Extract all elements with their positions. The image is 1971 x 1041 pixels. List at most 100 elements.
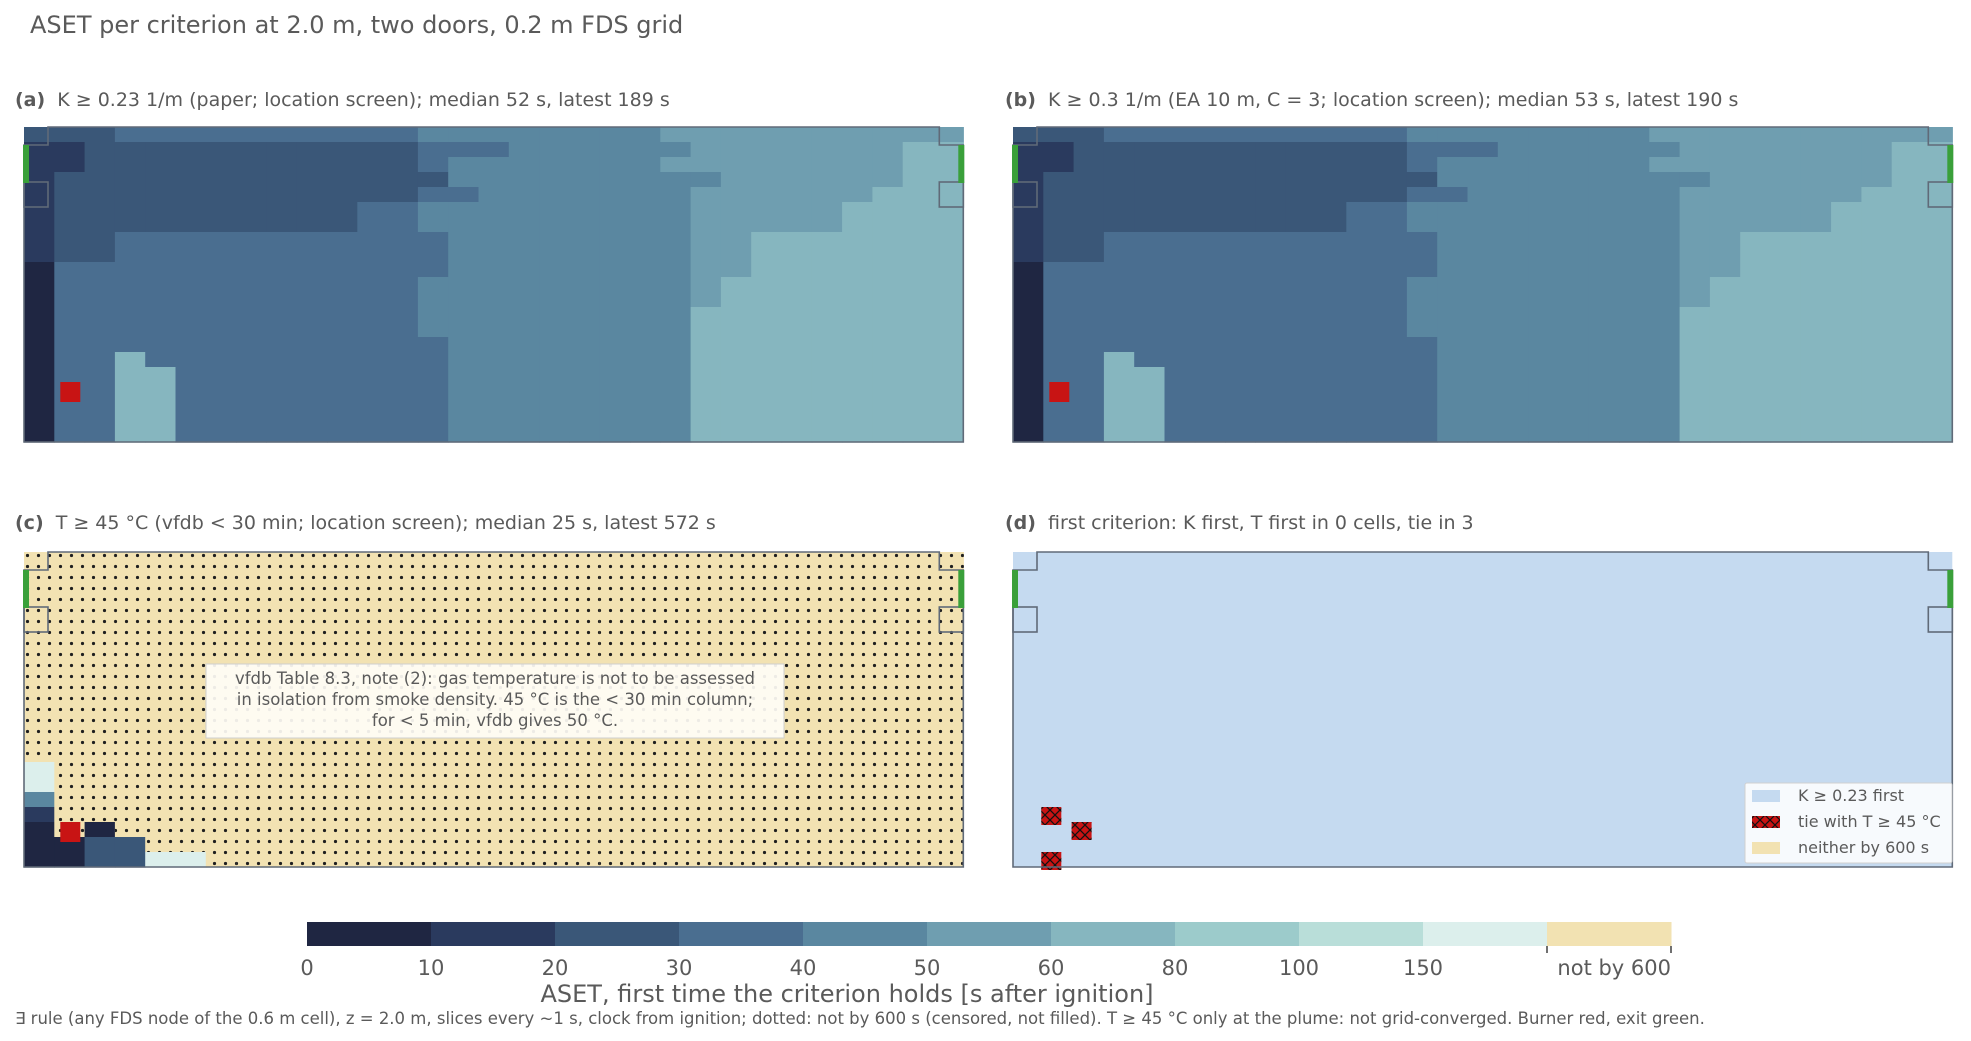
burner-marker (1049, 382, 1070, 402)
heatmap-cell (1891, 382, 1923, 398)
heatmap-cell (1528, 142, 1559, 158)
heatmap-cell (1588, 352, 1620, 368)
censored-dots (811, 612, 843, 628)
heatmap-cell (872, 157, 904, 173)
censored-dots (296, 792, 328, 808)
heatmap-cell (1194, 292, 1226, 308)
heatmap-cell (417, 247, 449, 263)
heatmap-cell (1619, 292, 1650, 308)
censored-dots (630, 597, 661, 613)
heatmap-cell (902, 187, 934, 203)
heatmap-cell (1043, 262, 1075, 278)
heatmap-cell (387, 157, 419, 173)
heatmap-cell (1740, 382, 1772, 398)
heatmap-cell (387, 247, 419, 263)
heatmap-cell (902, 277, 934, 293)
censored-dots (842, 792, 873, 808)
heatmap-cell (720, 232, 752, 248)
heatmap-cell (54, 337, 86, 353)
heatmap-cell (327, 232, 358, 248)
censored-dots (84, 747, 116, 763)
heatmap-cell (24, 852, 55, 868)
heatmap-cell (1740, 157, 1772, 173)
heatmap-cell (1255, 292, 1287, 308)
heatmap-cell (569, 427, 601, 443)
heatmap-cell (1649, 352, 1681, 368)
heatmap-cell (1528, 202, 1559, 218)
heatmap-cell (1467, 247, 1499, 263)
heatmap-cell (508, 412, 540, 428)
heatmap-cell (236, 172, 267, 188)
heatmap-cell (872, 187, 904, 203)
heatmap-cell (145, 202, 177, 218)
heatmap-cell (781, 427, 813, 443)
censored-dots (842, 687, 873, 703)
heatmap-cell (417, 397, 449, 413)
heatmap-cell (1770, 397, 1802, 413)
heatmap-cell (1467, 232, 1499, 248)
heatmap-cell (145, 247, 177, 263)
heatmap-cell (145, 307, 177, 323)
censored-dots (114, 777, 146, 793)
heatmap-cell (1709, 382, 1741, 398)
heatmap-cell (417, 217, 449, 233)
censored-dots (872, 582, 904, 598)
heatmap-cell (811, 277, 843, 293)
heatmap-cell (933, 397, 964, 413)
heatmap-cell (24, 792, 55, 808)
heatmap-cell (539, 202, 570, 218)
heatmap-cell (1679, 142, 1711, 158)
censored-dots (751, 582, 783, 598)
censored-dots (872, 687, 904, 703)
heatmap-cell (811, 382, 843, 398)
heatmap-cell (1861, 157, 1893, 173)
heatmap-cell (1255, 187, 1287, 203)
heatmap-cell (1255, 262, 1287, 278)
heatmap-cell (599, 292, 631, 308)
heatmap-cell (1043, 127, 1075, 143)
heatmap-cell (1619, 307, 1650, 323)
heatmap-cell (1437, 172, 1469, 188)
censored-dots (933, 567, 964, 583)
heatmap-cell (1467, 397, 1499, 413)
heatmap-cell (842, 142, 873, 158)
heatmap-cell (24, 172, 55, 188)
censored-dots (266, 807, 298, 823)
heatmap-cell (1619, 217, 1650, 233)
heatmap-cell (1770, 427, 1802, 443)
heatmap-cell (1558, 232, 1590, 248)
censored-dots (205, 627, 237, 643)
heatmap-cell (327, 157, 358, 173)
heatmap-cell (1285, 412, 1317, 428)
heatmap-cell (84, 262, 116, 278)
heatmap-cell (1679, 307, 1711, 323)
panel-b-title-text: K ≥ 0.3 1/m (EA 10 m, C = 3; location sc… (1048, 89, 1738, 111)
censored-dots (296, 627, 328, 643)
censored-dots (902, 732, 934, 748)
heatmap-cell (1013, 427, 1044, 443)
heatmap-cell (1800, 187, 1832, 203)
heatmap-cell (478, 382, 510, 398)
heatmap-cell (1891, 427, 1923, 443)
heatmap-cell (1831, 247, 1862, 263)
censored-dots (145, 567, 177, 583)
heatmap-cell (842, 397, 873, 413)
heatmap-cell (1406, 157, 1438, 173)
heatmap-cell (1073, 382, 1105, 398)
heatmap-cell (205, 412, 237, 428)
heatmap-cell (599, 157, 631, 173)
heatmap-cell (1073, 142, 1105, 158)
heatmap-cell (1255, 172, 1287, 188)
heatmap-cell (1013, 247, 1044, 263)
heatmap-cell (1497, 412, 1529, 428)
heatmap-cell (1770, 187, 1802, 203)
heatmap-cell (1770, 277, 1802, 293)
heatmap-cell (84, 247, 116, 263)
heatmap-cell (1316, 247, 1347, 263)
heatmap-cell (114, 202, 146, 218)
heatmap-cell (1709, 292, 1741, 308)
heatmap-cell (1467, 187, 1499, 203)
heatmap-cell (1013, 172, 1044, 188)
heatmap-cell (508, 157, 540, 173)
heatmap-cell (1770, 127, 1802, 143)
